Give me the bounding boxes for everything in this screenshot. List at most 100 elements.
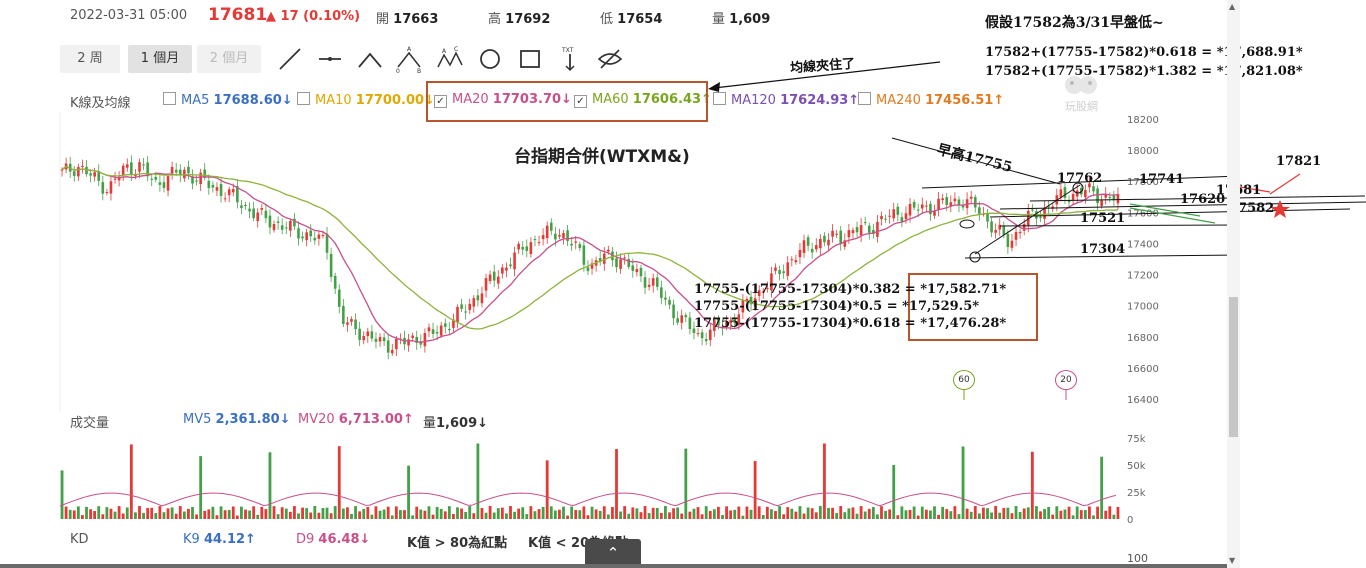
rectangle-tool-icon[interactable] — [516, 45, 544, 73]
ma10-toggle[interactable]: MA10 17700.00↓ — [297, 92, 435, 108]
volume-bar — [655, 507, 659, 519]
horizontal-line-tool-icon[interactable] — [316, 45, 344, 73]
ma60-toggle[interactable]: ✓ MA60 17606.43↑ — [574, 92, 712, 108]
candle-body — [680, 315, 684, 323]
low-value: 17654 — [617, 12, 663, 27]
candle-body — [884, 218, 887, 220]
volume-bar — [431, 514, 435, 519]
candle-body — [411, 335, 414, 339]
scroll-up-icon[interactable]: ▲ — [1229, 2, 1236, 11]
candle-body — [268, 215, 272, 228]
candle-body — [957, 199, 961, 206]
ma5-name: MA5 — [181, 93, 210, 108]
candle-body — [223, 198, 227, 200]
volume-bar — [794, 511, 798, 519]
candle-body — [321, 235, 325, 237]
vertical-scrollbar[interactable] — [1227, 0, 1240, 568]
ma60-badge[interactable]: 60 — [953, 370, 975, 390]
volume-bar — [651, 507, 655, 519]
collapse-panel-button[interactable]: ⌃ — [585, 539, 641, 568]
chevron-up-icon: ⌃ — [606, 544, 620, 562]
circle-tool-icon[interactable] — [476, 45, 504, 73]
candle-body — [256, 212, 260, 221]
y-tick-label: 18200 — [1127, 115, 1159, 126]
volume-bar — [839, 506, 843, 519]
low-label: 低 — [600, 12, 614, 27]
candle-body — [863, 222, 867, 224]
candle-body — [284, 227, 288, 229]
volume-bar — [1088, 506, 1091, 519]
volume-bar — [643, 506, 647, 519]
candle-body — [933, 210, 936, 216]
volume-bar — [525, 514, 529, 519]
candle-body — [590, 263, 594, 269]
volume-bar — [1006, 507, 1010, 519]
volume-bar — [138, 506, 141, 519]
scroll-down-icon[interactable]: ▼ — [1229, 556, 1236, 565]
candle-body — [252, 208, 255, 219]
candle-body — [105, 192, 109, 194]
angle-line-tool-icon[interactable] — [356, 45, 384, 73]
candle-body — [329, 254, 333, 277]
volume-bar — [93, 511, 97, 519]
candle-body — [757, 290, 761, 296]
candle-body — [847, 230, 851, 238]
candle-body — [549, 222, 553, 231]
candle-body — [627, 259, 631, 267]
period-1-month-button[interactable]: 1 個月 — [128, 45, 192, 73]
period-2-weeks-button[interactable]: 2 周 — [60, 45, 120, 73]
candle-body — [827, 239, 830, 246]
ma120-toggle[interactable]: MA120 17624.93↑ — [713, 92, 859, 108]
open-value: 17663 — [393, 12, 439, 27]
candle-body — [635, 269, 639, 273]
candle-body — [513, 252, 516, 270]
volume-bar — [733, 509, 737, 519]
text-tool-icon[interactable]: TXT — [556, 45, 584, 73]
candle-body — [346, 322, 349, 325]
fib-line-3: 17755-(17755-17304)*0.618 = *17,476.28* — [694, 316, 1007, 331]
scrollbar-thumb[interactable] — [1229, 297, 1238, 437]
volume-bar — [235, 515, 239, 519]
level-17762: 17762 — [1057, 171, 1103, 186]
candle-body — [452, 319, 455, 328]
xabcd-pattern-tool-icon[interactable]: CA — [436, 45, 464, 73]
hide-drawings-icon[interactable] — [596, 45, 624, 73]
candle-body — [1088, 183, 1091, 188]
candle-body — [806, 237, 810, 246]
ma5-toggle[interactable]: MA5 17688.60↓ — [163, 92, 293, 108]
volume-bar — [1030, 451, 1034, 519]
volume-bar — [578, 510, 582, 519]
candle-body — [668, 299, 671, 305]
candle-body — [1047, 205, 1050, 207]
volume-bar — [953, 506, 957, 519]
volume-bar — [472, 513, 476, 519]
candle-body — [786, 262, 790, 276]
candle-body — [647, 284, 651, 287]
candle-body — [708, 329, 712, 341]
ma20-badge[interactable]: 20 — [1055, 370, 1077, 390]
candle-body — [733, 318, 737, 324]
candle-body — [423, 333, 427, 347]
volume-bar — [125, 507, 129, 519]
candle-body — [125, 164, 129, 168]
volume-bar — [272, 506, 276, 519]
volume-bar — [549, 506, 553, 519]
candle-body — [464, 311, 467, 313]
candle-body — [203, 169, 207, 178]
trend-line-tool-icon[interactable] — [276, 45, 304, 73]
price-chart[interactable]: 1820018000178001760017400172001700016800… — [0, 112, 1366, 412]
volume-bar — [761, 515, 765, 519]
period-2-months-button[interactable]: 2 個月 — [197, 45, 261, 73]
candle-body — [961, 204, 965, 208]
abc-pattern-tool-icon[interactable]: A 0 B — [395, 45, 423, 73]
volume-chart[interactable]: 75k 50k 25k 0 — [0, 430, 1366, 525]
volume-bar — [374, 506, 378, 519]
volume-bar — [1100, 456, 1104, 519]
volume-bar — [659, 512, 663, 519]
volume-bar — [1063, 509, 1067, 519]
volume-bar — [611, 507, 614, 519]
y-tick-label: 18000 — [1127, 146, 1159, 157]
ma20-toggle[interactable]: ✓ MA20 17703.70↓ — [434, 92, 572, 108]
ma240-toggle[interactable]: MA240 17456.51↑ — [858, 92, 1004, 108]
volume-bar — [586, 515, 590, 519]
